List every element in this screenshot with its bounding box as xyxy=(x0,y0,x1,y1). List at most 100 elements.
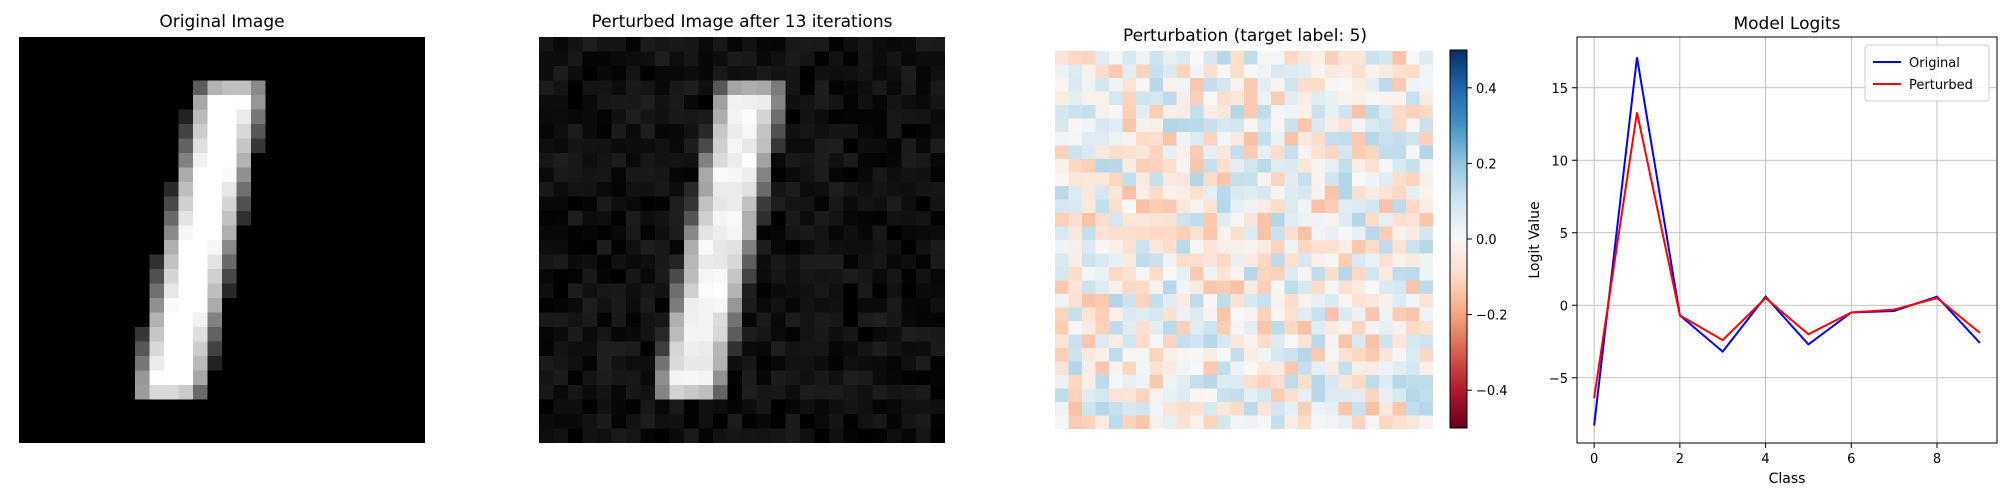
pixel-cell xyxy=(178,66,194,82)
pixel-cell xyxy=(655,327,671,343)
perturbation-cell xyxy=(1406,375,1421,390)
pixel-cell xyxy=(669,399,685,415)
pixel-cell xyxy=(785,211,801,227)
pixel-cell xyxy=(582,370,598,386)
pixel-cell xyxy=(193,109,209,125)
perturbation-cell xyxy=(1149,172,1164,187)
pixel-cell xyxy=(901,356,917,372)
pixel-cell xyxy=(410,124,425,140)
pixel-cell xyxy=(785,109,801,125)
pixel-cell xyxy=(410,341,425,357)
perturbation-cell xyxy=(1284,64,1299,79)
pixel-cell xyxy=(294,370,310,386)
pixel-cell xyxy=(626,37,642,53)
pixel-cell xyxy=(193,269,209,285)
pixel-cell xyxy=(207,167,223,183)
perturbation-cell xyxy=(1230,159,1245,174)
pixel-cell xyxy=(756,95,772,111)
perturbation-cell xyxy=(1325,78,1340,93)
pixel-cell xyxy=(280,414,296,430)
pixel-cell xyxy=(858,240,874,256)
pixel-cell xyxy=(640,283,656,299)
pixel-cell xyxy=(265,37,281,53)
perturbation-cell xyxy=(1217,375,1232,390)
pixel-cell xyxy=(872,66,888,82)
pixel-cell xyxy=(251,51,267,67)
pixel-cell xyxy=(553,414,569,430)
pixel-cell xyxy=(829,428,845,443)
pixel-cell xyxy=(33,399,49,415)
pixel-cell xyxy=(120,66,136,82)
perturbation-cell xyxy=(1095,294,1110,309)
pixel-cell xyxy=(367,37,383,53)
pixel-cell xyxy=(77,370,93,386)
perturbation-cell xyxy=(1217,267,1232,282)
pixel-cell xyxy=(727,327,743,343)
pixel-cell xyxy=(814,138,830,154)
perturbation-cell xyxy=(1419,172,1433,187)
perturbation-cell xyxy=(1203,415,1218,429)
pixel-cell xyxy=(164,138,180,154)
pixel-cell xyxy=(323,327,339,343)
pixel-cell xyxy=(713,327,729,343)
pixel-cell xyxy=(294,124,310,140)
pixel-cell xyxy=(410,240,425,256)
perturbation-cell xyxy=(1068,172,1083,187)
pixel-cell xyxy=(410,80,425,96)
pixel-cell xyxy=(887,196,903,212)
pixel-cell xyxy=(785,385,801,401)
pixel-cell xyxy=(597,254,613,270)
pixel-cell xyxy=(309,138,325,154)
pixel-cell xyxy=(814,283,830,299)
pixel-cell xyxy=(756,124,772,140)
pixel-cell xyxy=(640,385,656,401)
pixel-cell xyxy=(829,254,845,270)
pixel-cell xyxy=(120,153,136,169)
pixel-cell xyxy=(381,167,397,183)
perturbation-cell xyxy=(1163,348,1178,363)
pixel-cell xyxy=(597,370,613,386)
perturbation-cell xyxy=(1365,91,1380,106)
pixel-cell xyxy=(193,37,209,53)
pixel-cell xyxy=(582,356,598,372)
pixel-cell xyxy=(193,399,209,415)
pixel-cell xyxy=(135,167,151,183)
pixel-cell xyxy=(887,109,903,125)
pixel-cell xyxy=(669,138,685,154)
perturbation-cell xyxy=(1082,226,1097,241)
pixel-cell xyxy=(916,385,932,401)
perturbation-cell xyxy=(1176,226,1191,241)
pixel-cell xyxy=(771,66,787,82)
perturbation-cell xyxy=(1311,159,1326,174)
perturbation-cell xyxy=(1136,334,1151,349)
pixel-cell xyxy=(916,327,932,343)
perturbation-cell xyxy=(1244,105,1259,120)
pixel-cell xyxy=(19,51,35,67)
pixel-cell xyxy=(553,124,569,140)
pixel-cell xyxy=(265,283,281,299)
pixel-cell xyxy=(48,283,64,299)
pixel-cell xyxy=(178,182,194,198)
pixel-cell xyxy=(410,153,425,169)
pixel-cell xyxy=(669,51,685,67)
pixel-cell xyxy=(785,80,801,96)
pixel-cell xyxy=(396,167,412,183)
pixel-cell xyxy=(106,211,122,227)
perturbation-cell xyxy=(1244,253,1259,268)
pixel-cell xyxy=(135,225,151,241)
pixel-cell xyxy=(164,95,180,111)
pixel-cell xyxy=(568,414,584,430)
pixel-cell xyxy=(120,138,136,154)
pixel-cell xyxy=(568,182,584,198)
pixel-cell xyxy=(62,428,78,443)
pixel-cell xyxy=(309,80,325,96)
pixel-cell xyxy=(338,327,354,343)
pixel-cell xyxy=(756,138,772,154)
pixel-cell xyxy=(742,138,758,154)
perturbation-cell xyxy=(1136,105,1151,120)
pixel-cell xyxy=(626,356,642,372)
perturbation-cell xyxy=(1068,64,1083,79)
pixel-cell xyxy=(713,298,729,314)
pixel-cell xyxy=(19,312,35,328)
pixel-cell xyxy=(611,428,627,443)
